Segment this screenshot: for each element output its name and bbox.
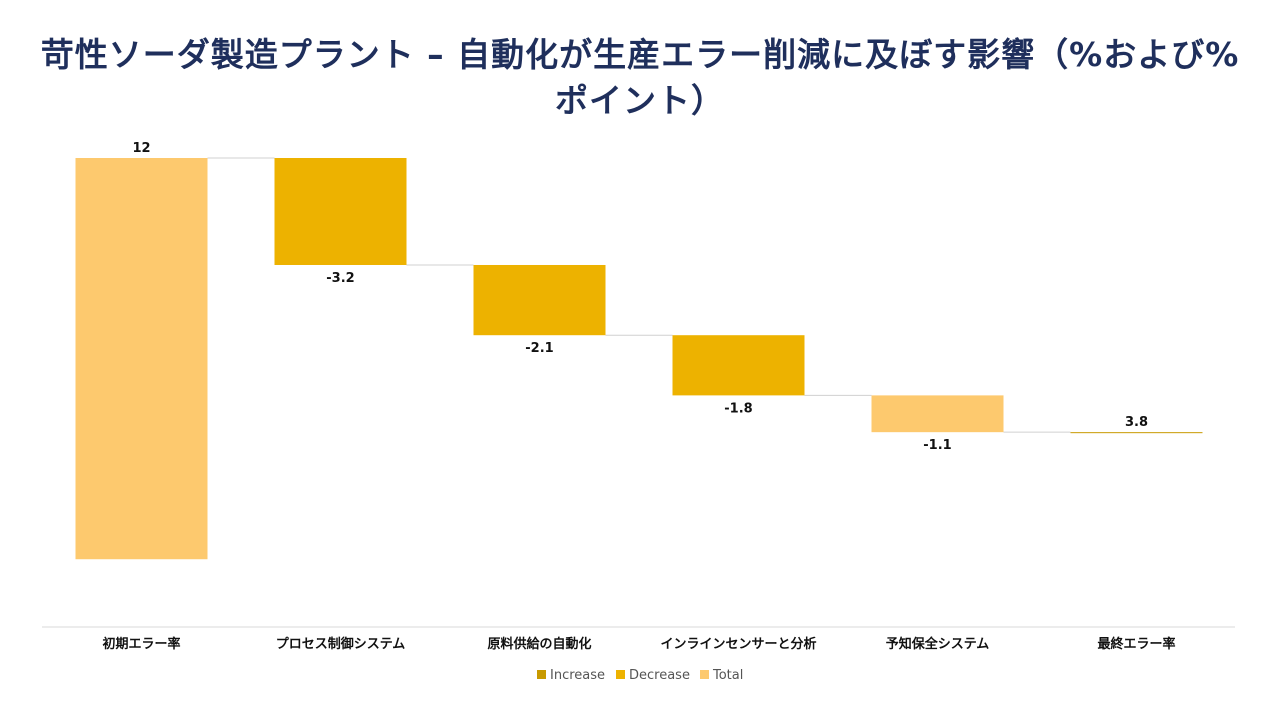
bar-value-label-5: 3.8 [1125,415,1148,430]
connector-lines [207,157,1071,433]
category-label-0: 初期エラー率 [102,636,180,652]
bar-value-label-2: -2.1 [525,341,553,356]
bar-5 [1070,432,1203,434]
bar-value-labels: 12 -3.2 -2.1 -1.8 -1.1 3.8 [132,141,1148,453]
bar-value-label-1: -3.2 [326,271,354,286]
bar-value-label-3: -1.8 [724,401,752,416]
legend: Increase Decrease Total [537,668,743,683]
category-labels: 初期エラー率 プロセス制御システム 原料供給の自動化 インラインセンサーと分析 予知保全… [102,636,1175,652]
bar-value-label-0: 12 [132,141,150,156]
category-label-2: 原料供給の自動化 [487,636,591,652]
bar-2 [473,264,606,336]
legend-label-decrease: Decrease [629,668,690,683]
legend-swatch-increase [537,670,546,679]
bars [75,158,1203,560]
category-label-5: 最終エラー率 [1097,636,1175,652]
category-label-1: プロセス制御システム [276,636,406,652]
category-label-4: 予知保全システム [886,636,990,652]
legend-swatch-total [700,670,709,679]
bar-3 [672,335,805,396]
bar-4 [871,395,1004,433]
chart-title: 苛性ソーダ製造プラント – 自動化が生産エラー削減に及ぼす影響（%および%ポイン… [40,35,1240,120]
bar-0 [75,158,208,560]
category-label-3: インラインセンサーと分析 [660,636,816,652]
bar-1 [274,158,407,265]
legend-swatch-decrease [616,670,625,679]
legend-label-total: Total [712,668,743,683]
legend-label-increase: Increase [550,668,605,683]
bar-value-label-4: -1.1 [923,438,951,453]
